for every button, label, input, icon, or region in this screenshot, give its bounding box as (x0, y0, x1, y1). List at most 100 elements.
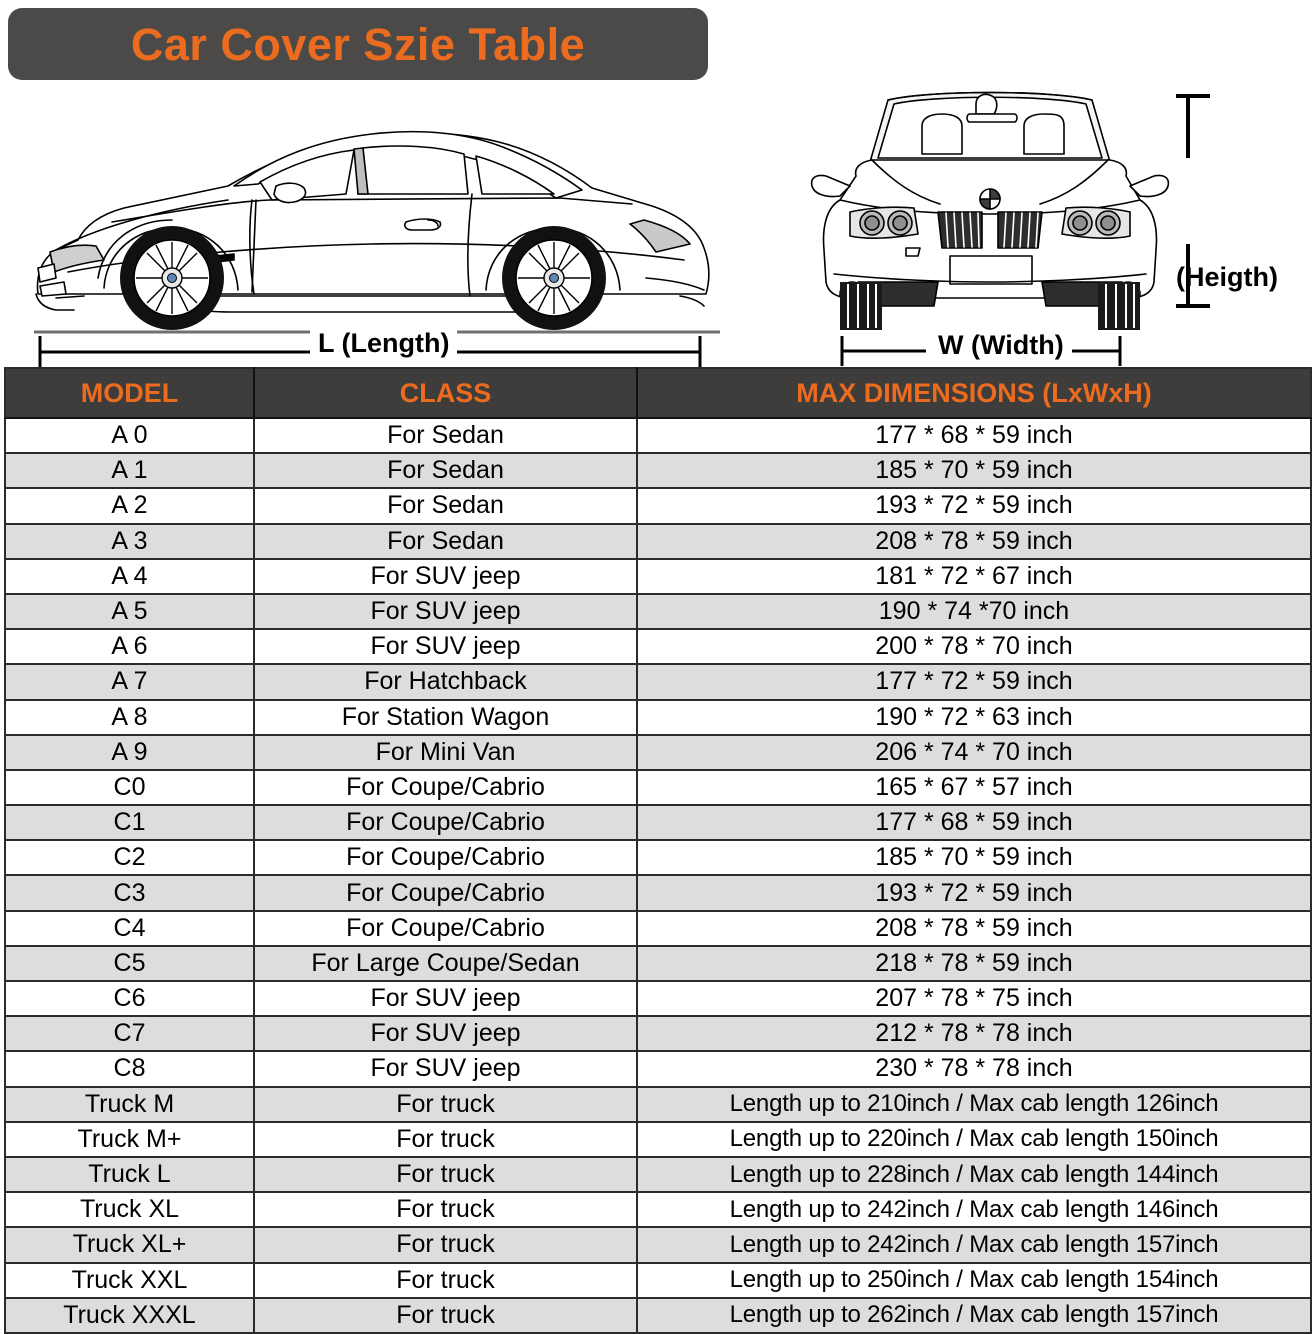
width-label: W (Width) (930, 332, 1072, 359)
table-row: Truck XXL For truck Length up to 250inch /… (5, 1262, 1311, 1299)
cell-max-dimensions: 190 * 74 *70 inch (637, 593, 1311, 631)
table-row: C2 For Coupe/Cabrio 185 * 70 * 59 inch (5, 840, 1311, 877)
cell-max-dimensions: 206 * 74 * 70 inch (637, 734, 1311, 771)
cell-max-dimensions: Length up to 228inch / Max cab length 14… (637, 1156, 1311, 1194)
cell-class: For Sedan (254, 453, 638, 490)
cell-max-dimensions: Length up to 210inch / Max cab length 12… (637, 1086, 1311, 1123)
cell-class: For SUV jeep (254, 558, 638, 595)
cell-max-dimensions: Length up to 250inch / Max cab length 15… (637, 1262, 1311, 1299)
cell-max-dimensions: 177 * 68 * 59 inch (637, 418, 1311, 455)
column-header-model: MODEL (5, 368, 255, 419)
cell-max-dimensions: Length up to 262inch / Max cab length 15… (637, 1297, 1311, 1333)
cell-model: Truck XL (5, 1192, 255, 1229)
table-row: C5 For Large Coupe/Sedan 218 * 78 * 59 inc… (5, 945, 1311, 983)
cell-max-dimensions: 193 * 72 * 59 inch (637, 875, 1311, 912)
cell-model: C3 (5, 875, 255, 912)
cell-model: C5 (5, 945, 255, 983)
table-row: Truck XXXL For truck Length up to 262inch … (5, 1297, 1311, 1333)
table-row: A 7 For Hatchback 177 * 72 * 59 inch (5, 664, 1311, 701)
dimension-diagram: L (Length) (0, 82, 1314, 368)
cell-model: A 8 (5, 699, 255, 736)
car-cover-size-table: MODEL CLASS MAX DIMENSIONS (LxWxH) A 0 Fo… (4, 367, 1312, 1334)
cell-max-dimensions: 207 * 78 * 75 inch (637, 981, 1311, 1018)
cell-model: A 9 (5, 734, 255, 771)
cell-model: A 4 (5, 558, 255, 595)
column-header-max-dimensions: MAX DIMENSIONS (LxWxH) (637, 368, 1311, 419)
cell-model: A 5 (5, 593, 255, 631)
cell-class: For truck (254, 1121, 638, 1158)
cell-max-dimensions: 181 * 72 * 67 inch (637, 558, 1311, 595)
cell-model: Truck M (5, 1086, 255, 1123)
table-row: C7 For SUV jeep 212 * 78 * 78 inch (5, 1016, 1311, 1053)
cell-model: A 2 (5, 488, 255, 525)
cell-class: For Large Coupe/Sedan (254, 945, 638, 983)
cell-max-dimensions: 208 * 78 * 59 inch (637, 910, 1311, 947)
cell-model: A 1 (5, 453, 255, 490)
table-row: A 3 For Sedan 208 * 78 * 59 inch (5, 523, 1311, 560)
length-label: L (Length) (310, 330, 458, 357)
cell-max-dimensions: 185 * 70 * 59 inch (637, 840, 1311, 877)
table-row: A 9 For Mini Van 206 * 74 * 70 inch (5, 734, 1311, 771)
table-row: A 8 For Station Wagon 190 * 72 * 63 inch (5, 699, 1311, 736)
table-row: Truck XL For truck Length up to 242inch / … (5, 1192, 1311, 1229)
cell-max-dimensions: Length up to 242inch / Max cab length 15… (637, 1227, 1311, 1264)
cell-model: Truck XL+ (5, 1227, 255, 1264)
cell-class: For Station Wagon (254, 699, 638, 736)
table-header-row: MODEL CLASS MAX DIMENSIONS (LxWxH) (5, 368, 1311, 419)
cell-max-dimensions: 185 * 70 * 59 inch (637, 453, 1311, 490)
cell-class: For SUV jeep (254, 593, 638, 631)
car-front-view-illustration (810, 91, 1170, 330)
front-wheel (120, 226, 224, 330)
cell-class: For Coupe/Cabrio (254, 875, 638, 912)
cell-model: C1 (5, 805, 255, 842)
cell-max-dimensions: 193 * 72 * 59 inch (637, 488, 1311, 525)
cell-model: A 3 (5, 523, 255, 560)
table-row: C1 For Coupe/Cabrio 177 * 68 * 59 inch (5, 805, 1311, 842)
table-row: Truck XL+ For truck Length up to 242inch /… (5, 1227, 1311, 1264)
front-view-right-tire (1098, 282, 1140, 330)
cell-class: For SUV jeep (254, 1016, 638, 1053)
cell-model: C2 (5, 840, 255, 877)
cell-max-dimensions: Length up to 242inch / Max cab length 14… (637, 1192, 1311, 1229)
cell-class: For SUV jeep (254, 1051, 638, 1088)
cell-model: A 7 (5, 664, 255, 701)
cell-class: For truck (254, 1192, 638, 1229)
table-row: A 0 For Sedan 177 * 68 * 59 inch (5, 418, 1311, 455)
cell-model: C4 (5, 910, 255, 947)
cell-model: C7 (5, 1016, 255, 1053)
cell-max-dimensions: 177 * 68 * 59 inch (637, 805, 1311, 842)
cell-model: Truck XXL (5, 1262, 255, 1299)
cell-class: For Coupe/Cabrio (254, 840, 638, 877)
table-row: C8 For SUV jeep 230 * 78 * 78 inch (5, 1051, 1311, 1088)
cell-max-dimensions: 218 * 78 * 59 inch (637, 945, 1311, 983)
title-banner: Car Cover Szie Table (8, 8, 708, 80)
cell-model: A 6 (5, 629, 255, 666)
column-header-class: CLASS (254, 368, 638, 419)
cell-model: C0 (5, 769, 255, 807)
table-row: C0 For Coupe/Cabrio 165 * 67 * 57 inch (5, 769, 1311, 807)
cell-class: For Sedan (254, 488, 638, 525)
table-row: C3 For Coupe/Cabrio 193 * 72 * 59 inch (5, 875, 1311, 912)
table-row: A 2 For Sedan 193 * 72 * 59 inch (5, 488, 1311, 525)
table-row: C6 For SUV jeep 207 * 78 * 75 inch (5, 981, 1311, 1018)
cell-model: C6 (5, 981, 255, 1018)
cell-class: For Coupe/Cabrio (254, 805, 638, 842)
cell-model: C8 (5, 1051, 255, 1088)
cell-max-dimensions: 208 * 78 * 59 inch (637, 523, 1311, 560)
table-row: A 5 For SUV jeep 190 * 74 *70 inch (5, 593, 1311, 631)
cell-max-dimensions: 190 * 72 * 63 inch (637, 699, 1311, 736)
car-side-view-illustration (34, 130, 720, 334)
table-row: A 1 For Sedan 185 * 70 * 59 inch (5, 453, 1311, 490)
cell-max-dimensions: 200 * 78 * 70 inch (637, 629, 1311, 666)
cell-model: Truck L (5, 1156, 255, 1194)
height-label: (Heigth) (1176, 262, 1278, 292)
cell-class: For Sedan (254, 523, 638, 560)
cell-class: For truck (254, 1086, 638, 1123)
cell-class: For Hatchback (254, 664, 638, 701)
front-view-left-tire (840, 282, 882, 330)
table-row: C4 For Coupe/Cabrio 208 * 78 * 59 inch (5, 910, 1311, 947)
cell-class: For truck (254, 1297, 638, 1333)
cell-max-dimensions: 230 * 78 * 78 inch (637, 1051, 1311, 1088)
table-row: Truck L For truck Length up to 228inch / M… (5, 1156, 1311, 1194)
table-row: A 6 For SUV jeep 200 * 78 * 70 inch (5, 629, 1311, 666)
